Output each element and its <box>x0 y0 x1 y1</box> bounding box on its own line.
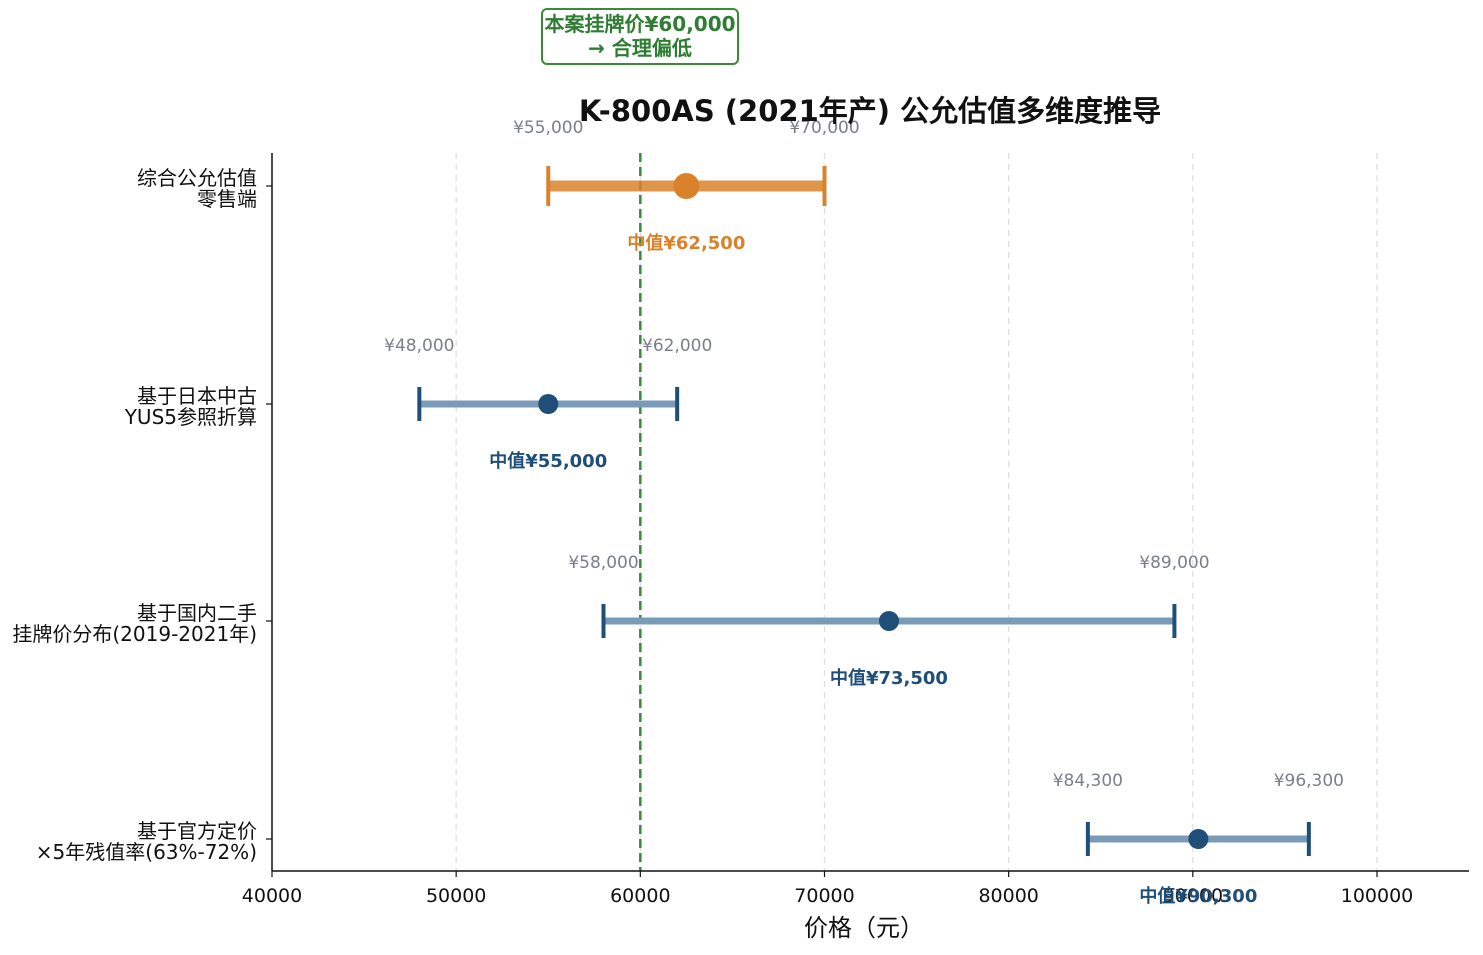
high-value-label: ¥70,000 <box>789 118 859 138</box>
annotation-line-2: → 合理偏低 <box>588 36 692 60</box>
price-annotation: 本案挂牌价¥60,000 → 合理偏低 <box>541 8 739 65</box>
median-point <box>538 394 559 414</box>
y-tick-label: 基于官方定价 <box>137 819 257 843</box>
y-tick-label: 综合公允估值 <box>137 166 257 190</box>
x-tick-label: 60000 <box>610 885 670 907</box>
y-tick-label: 零售端 <box>197 187 257 211</box>
x-tick-label: 90000 <box>1163 885 1223 907</box>
y-tick-label: 基于国内二手 <box>137 601 257 625</box>
low-value-label: ¥84,300 <box>1053 771 1123 791</box>
chart-title: K-800AS (2021年产) 公允估值多维度推导 <box>579 94 1161 128</box>
median-point <box>878 611 899 631</box>
axes: 40000 50000 60000 70000 80000 90000 100000 <box>242 153 1469 907</box>
x-tick-label: 80000 <box>978 885 1038 907</box>
high-value-label: ¥89,000 <box>1139 553 1209 573</box>
annotation-box <box>541 8 739 65</box>
median-point <box>673 173 700 199</box>
median-value-label: 中值¥62,500 <box>627 232 745 254</box>
low-value-label: ¥55,000 <box>513 118 583 138</box>
y-tick-label: ×5年残值率(63%-72%) <box>36 840 257 864</box>
median-value-label: 中值¥90,300 <box>1139 885 1257 907</box>
x-tick-label: 100000 <box>1341 885 1414 907</box>
y-tick-label: 挂牌价分布(2019-2021年) <box>12 622 257 646</box>
low-value-label: ¥48,000 <box>384 336 454 356</box>
high-value-label: ¥96,300 <box>1274 771 1344 791</box>
low-value-label: ¥58,000 <box>568 553 638 573</box>
y-tick-label: YUS5参照折算 <box>124 405 257 429</box>
x-grid <box>455 153 1378 871</box>
y-tick-label: 基于日本中古 <box>137 384 257 408</box>
range-bars <box>417 166 1311 856</box>
x-tick-label: 40000 <box>242 885 302 907</box>
high-value-label: ¥62,000 <box>642 336 712 356</box>
annotation-line-1: 本案挂牌价¥60,000 <box>544 12 735 36</box>
median-value-label: 中值¥73,500 <box>830 667 948 689</box>
x-tick-label: 50000 <box>426 885 486 907</box>
x-axis-label: 价格（元） <box>804 914 924 942</box>
median-value-label: 中值¥55,000 <box>489 450 607 472</box>
x-tick-label: 70000 <box>794 885 854 907</box>
median-point <box>1188 829 1209 849</box>
